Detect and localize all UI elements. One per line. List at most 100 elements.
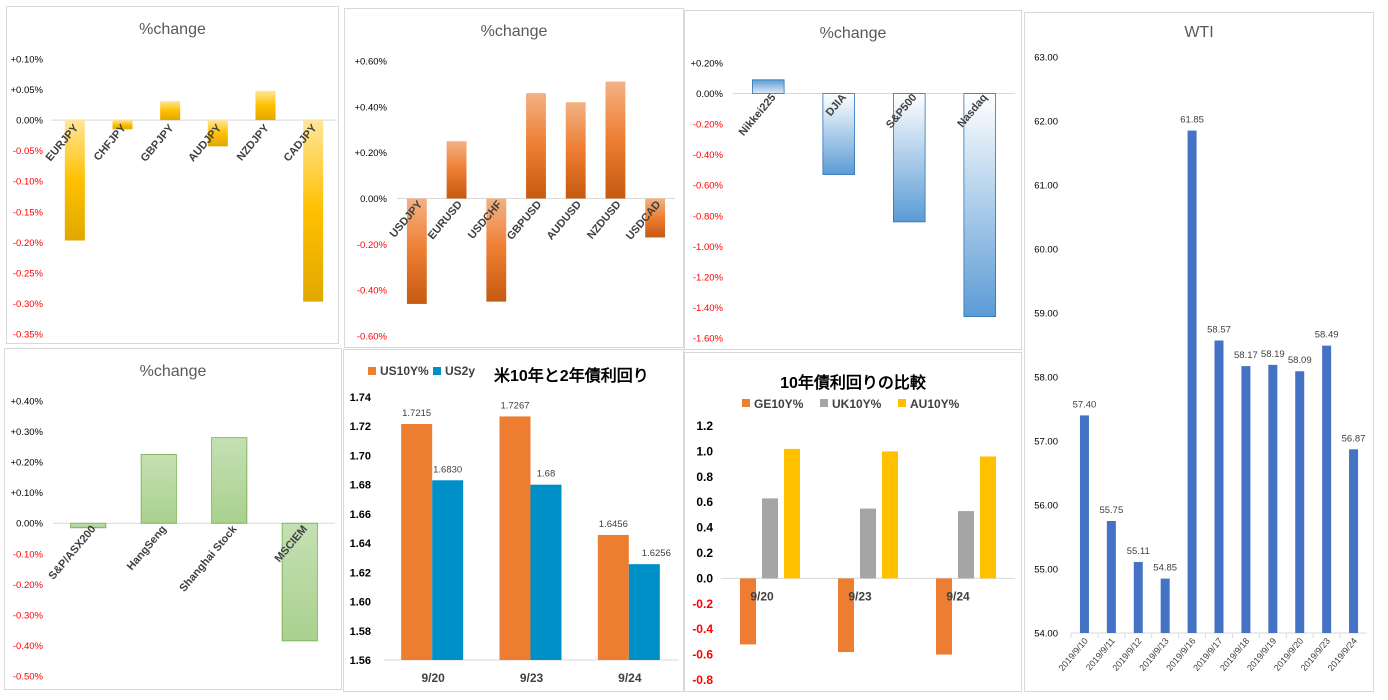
- y-tick-label: 62.00: [1034, 117, 1058, 128]
- category-label: GBPJPY: [139, 122, 177, 164]
- y-tick-label: +0.10%: [11, 55, 44, 66]
- bar: [446, 141, 467, 199]
- legend-label: GE10Y%: [754, 397, 804, 411]
- y-tick-label: +0.20%: [691, 59, 724, 70]
- data-label: 1.6456: [599, 519, 628, 530]
- y-tick-label: -0.50%: [13, 672, 44, 683]
- y-tick-label: -0.35%: [13, 330, 44, 341]
- y-tick-label: 0.2: [696, 546, 713, 560]
- y-tick-label: 0.00%: [16, 116, 43, 127]
- bar: [303, 120, 324, 302]
- y-tick-label: +0.60%: [355, 57, 388, 68]
- data-label: 1.7267: [500, 400, 529, 411]
- y-tick-label: 0.0: [696, 571, 713, 585]
- data-label: 58.57: [1207, 325, 1231, 336]
- y-tick-label: 1.60: [350, 597, 371, 609]
- bar: [1349, 449, 1359, 633]
- y-tick-label: -0.25%: [13, 268, 44, 279]
- bar: [281, 522, 318, 642]
- bar: [401, 424, 433, 660]
- chart-title-us-yield: 米10年と2年債利回り: [494, 368, 649, 385]
- bar: [526, 93, 546, 199]
- bar: [565, 102, 586, 199]
- y-tick-label: -0.8: [692, 673, 713, 687]
- y-tick-label: -0.30%: [13, 299, 44, 310]
- chart-panel-us-yield: 米10年と2年債利回り US10Y% US2y 1.74 1.72 1.70 1.68 1.…: [343, 349, 684, 692]
- y-tick-label: -0.60%: [357, 332, 388, 343]
- y-tick-label: -0.15%: [13, 207, 44, 218]
- bar: [597, 534, 629, 660]
- chart-title-idx: %change: [819, 25, 887, 42]
- bar: [784, 448, 800, 579]
- y-tick-label: 61.00: [1034, 181, 1058, 192]
- bar: [530, 484, 562, 660]
- bar: [499, 416, 531, 660]
- category-label: 9/23: [520, 671, 544, 685]
- bar: [1214, 340, 1224, 633]
- chart-title-jpy: %change: [139, 21, 206, 38]
- y-tick-label: -0.30%: [13, 610, 44, 621]
- category-label: AUDUSD: [545, 199, 584, 243]
- bar: [762, 498, 778, 579]
- legend-label: US10Y%: [380, 364, 429, 378]
- data-label: 1.7215: [402, 408, 431, 419]
- y-tick-label: -0.20%: [693, 120, 724, 131]
- chart-panel-asia: %change +0.40% +0.30% +0.20% +0.10% 0.00% -0.…: [4, 348, 342, 690]
- bar: [406, 198, 427, 304]
- y-tick-label: 0.6: [696, 495, 713, 509]
- y-tick-label: +0.40%: [11, 397, 44, 408]
- y-tick-label: 1.62: [350, 567, 371, 579]
- bar: [751, 79, 785, 94]
- y-tick-label: 0.00%: [16, 519, 43, 530]
- legend-swatch: [742, 399, 750, 407]
- chart-us-yield: US10Y% US2y 1.74 1.72 1.70 1.68 1.66 1.64 1.62 1.…: [350, 364, 679, 685]
- bar: [1268, 364, 1278, 633]
- bar: [645, 198, 666, 238]
- legend-label: AU10Y%: [910, 397, 960, 411]
- data-label: 55.75: [1099, 505, 1123, 516]
- chart-panel-jpy: %change +0.10% +0.05% 0.00% -0.05% -0.10% -0.…: [6, 6, 339, 344]
- y-tick-label: 63.00: [1034, 53, 1058, 64]
- y-tick-label: +0.20%: [355, 148, 388, 159]
- y-tick-label: 1.66: [350, 509, 371, 521]
- y-tick-label: -1.60%: [693, 334, 724, 345]
- bar: [70, 522, 107, 529]
- legend-label: US2y: [445, 364, 475, 378]
- category-label: NZDUSD: [585, 199, 624, 242]
- y-tick-label: 1.0: [696, 444, 713, 458]
- bar: [958, 511, 974, 579]
- bar: [936, 578, 952, 655]
- bar: [1241, 366, 1251, 633]
- chart-panel-yield10: 10年債利回りの比較 GE10Y% UK10Y% AU10Y% 1.2 1.0 0.8 0.…: [684, 352, 1022, 692]
- y-tick-label: 1.2: [696, 419, 713, 433]
- category-label: NZDJPY: [235, 122, 273, 163]
- chart-yield10: GE10Y% UK10Y% AU10Y% 1.2 1.0 0.8 0.6 0.4 0.2 0.0 -…: [692, 397, 1015, 687]
- category-label: 9/20: [750, 589, 774, 603]
- bar: [1106, 521, 1116, 633]
- y-tick-label: -0.40%: [13, 641, 44, 652]
- bar: [1160, 578, 1170, 633]
- y-tick-label: +0.05%: [11, 85, 44, 96]
- y-tick-label: -0.20%: [13, 580, 44, 591]
- y-tick-label: -0.4: [692, 622, 713, 636]
- y-tick-label: 60.00: [1034, 245, 1058, 256]
- y-tick-label: -1.20%: [693, 272, 724, 283]
- y-tick-label: -1.00%: [693, 242, 724, 253]
- category-label: Nikkei225: [737, 92, 779, 139]
- data-label: 54.85: [1153, 563, 1177, 574]
- y-tick-label: -0.10%: [13, 177, 44, 188]
- y-tick-label: 59.00: [1034, 309, 1058, 320]
- bar: [1079, 415, 1089, 633]
- category-label: 9/23: [848, 589, 872, 603]
- y-tick-label: 1.68: [350, 480, 371, 492]
- bar: [160, 101, 181, 121]
- chart-title-asia: %change: [139, 363, 207, 380]
- y-tick-label: -1.40%: [693, 303, 724, 314]
- bar: [860, 508, 876, 579]
- y-tick-label: -0.20%: [13, 238, 44, 249]
- y-tick-label: -0.20%: [357, 240, 388, 251]
- bar: [628, 564, 660, 660]
- bar: [140, 454, 177, 524]
- legend-swatch: [368, 367, 376, 375]
- chart-asia: +0.40% +0.30% +0.20% +0.10% 0.00% -0.10% -0.20…: [11, 397, 335, 683]
